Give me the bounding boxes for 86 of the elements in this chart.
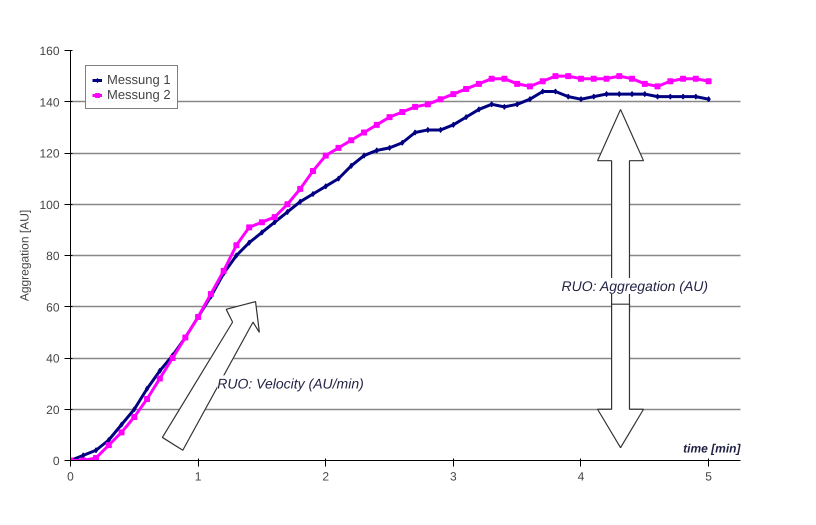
- point: [526, 83, 533, 90]
- point: [246, 224, 252, 230]
- point: [297, 186, 304, 192]
- point: [362, 152, 366, 159]
- point: [464, 114, 468, 120]
- point: [438, 96, 444, 102]
- point: [94, 447, 98, 454]
- y-tick-label: 60: [46, 300, 60, 314]
- point: [629, 76, 636, 82]
- point: [322, 152, 329, 159]
- point: [680, 76, 686, 82]
- y-tick-label: 100: [39, 198, 60, 212]
- annotation: RUO: Velocity (AU/min): [217, 375, 364, 392]
- point: [374, 122, 380, 128]
- point: [706, 96, 711, 102]
- point: [258, 219, 265, 226]
- point: [260, 229, 264, 236]
- point: [336, 176, 341, 182]
- point: [476, 106, 482, 112]
- point: [144, 396, 150, 402]
- point: [654, 83, 661, 90]
- point: [272, 214, 278, 220]
- legend-label: Messung 2: [107, 87, 171, 102]
- y-tick-label: 120: [39, 146, 60, 160]
- y-tick-label: 140: [39, 95, 60, 110]
- point: [310, 168, 316, 174]
- y-tick-label: 80: [46, 249, 60, 263]
- point: [119, 422, 124, 428]
- point: [361, 130, 368, 136]
- x-tick-label: 5: [705, 470, 712, 484]
- point: [399, 109, 406, 115]
- point: [386, 114, 393, 120]
- point: [208, 290, 214, 297]
- y-tick-label: 40: [46, 352, 60, 366]
- point: [616, 73, 622, 80]
- point: [514, 80, 520, 87]
- point: [118, 429, 125, 436]
- point: [540, 78, 546, 84]
- point: [156, 376, 163, 382]
- x-tick-label: 1: [194, 470, 202, 484]
- x-tick-label: 2: [322, 470, 330, 484]
- point: [501, 76, 508, 82]
- point: [642, 80, 648, 87]
- x-axis-title: time [min]: [683, 441, 742, 456]
- y-tick-label: 0: [52, 454, 60, 468]
- x-tick-label: 0: [67, 470, 74, 484]
- y-tick-label: 160: [39, 44, 60, 58]
- annotation: RUO: Aggregation (AU): [562, 278, 708, 294]
- point: [604, 76, 610, 82]
- point: [412, 104, 418, 110]
- point: [578, 76, 584, 82]
- point: [234, 252, 239, 258]
- point: [348, 137, 354, 144]
- point: [144, 386, 150, 392]
- point: [578, 96, 584, 102]
- point: [450, 91, 456, 98]
- point: [220, 268, 227, 274]
- point: [106, 442, 112, 448]
- x-tick-label: 4: [578, 470, 585, 484]
- point: [476, 80, 482, 87]
- point: [131, 414, 138, 420]
- y-axis-title: Aggregation [AU]: [17, 210, 32, 302]
- point: [552, 73, 558, 80]
- x-tick-label: 3: [450, 470, 458, 484]
- point: [336, 144, 342, 151]
- point: [667, 78, 674, 84]
- point: [424, 101, 431, 108]
- point: [489, 101, 494, 108]
- point: [463, 86, 470, 92]
- point: [285, 208, 290, 215]
- point: [706, 78, 712, 84]
- point: [93, 454, 100, 460]
- point: [528, 96, 532, 102]
- point: [565, 73, 572, 80]
- point: [590, 76, 597, 82]
- point: [412, 130, 418, 136]
- point: [170, 355, 176, 361]
- y-tick-label: 20: [46, 402, 60, 417]
- point: [233, 242, 240, 248]
- point: [451, 122, 456, 128]
- legend-label: Messung 1: [107, 72, 171, 87]
- point: [310, 191, 316, 197]
- point: [692, 76, 699, 82]
- point: [106, 437, 111, 443]
- point: [488, 76, 495, 82]
- point: [284, 201, 290, 208]
